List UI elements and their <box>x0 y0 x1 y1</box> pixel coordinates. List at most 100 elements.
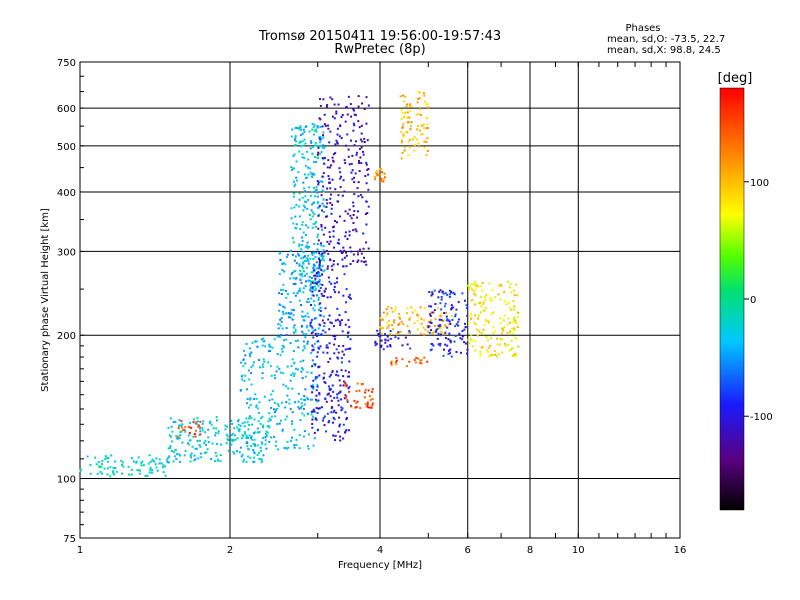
echo-point <box>206 448 209 451</box>
echo-point <box>317 399 320 402</box>
echo-point <box>344 369 347 372</box>
echo-point <box>256 407 259 410</box>
echo-point <box>508 321 511 324</box>
echo-point <box>347 155 350 158</box>
echo-point <box>416 328 419 331</box>
echo-point <box>320 254 323 257</box>
echo-point <box>320 259 323 262</box>
echo-point <box>334 152 337 155</box>
echo-point <box>349 262 352 265</box>
echo-point <box>253 456 256 459</box>
echo-point <box>257 420 260 423</box>
echo-point <box>425 103 428 106</box>
echo-point <box>363 260 366 263</box>
echo-point <box>290 169 293 172</box>
echo-point <box>374 344 377 347</box>
echo-point <box>479 353 482 356</box>
echo-point <box>178 437 181 440</box>
echo-point <box>311 226 314 229</box>
echo-point <box>312 161 315 164</box>
echo-point <box>319 125 322 128</box>
echo-point <box>322 136 325 139</box>
echo-point <box>256 345 259 348</box>
echo-point <box>314 144 317 147</box>
echo-point <box>298 407 301 410</box>
echo-point <box>301 315 304 318</box>
echo-point <box>463 341 466 344</box>
echo-point <box>431 332 434 335</box>
echo-point <box>345 105 348 108</box>
echo-point <box>343 273 346 276</box>
echo-point <box>345 301 348 304</box>
echo-point <box>98 465 101 468</box>
echo-point <box>337 404 340 407</box>
echo-point <box>198 439 201 442</box>
echo-point <box>281 428 284 431</box>
echo-point <box>406 324 409 327</box>
echo-point <box>431 291 434 294</box>
echo-point <box>324 226 327 229</box>
echo-point <box>314 342 317 345</box>
echo-point <box>397 332 400 335</box>
echo-point <box>324 124 327 127</box>
echo-point <box>160 462 163 465</box>
chart-subtitle: RwPretec (8p) <box>334 42 425 57</box>
echo-point <box>426 103 429 106</box>
echo-point <box>268 417 271 420</box>
echo-point <box>355 230 358 233</box>
echo-point <box>367 247 370 250</box>
echo-point <box>320 244 323 247</box>
echo-point <box>311 146 314 149</box>
echo-point <box>503 314 506 317</box>
echo-point <box>348 385 351 388</box>
echo-point <box>290 166 293 169</box>
echo-point <box>132 460 135 463</box>
echo-point <box>324 331 327 334</box>
echo-point <box>432 331 435 334</box>
echo-point <box>451 306 454 309</box>
echo-point <box>355 153 358 156</box>
echo-point <box>181 441 184 444</box>
echo-point <box>312 172 315 175</box>
echo-point <box>215 415 218 418</box>
echo-point <box>339 186 342 189</box>
echo-point <box>122 465 125 468</box>
echo-point <box>316 248 319 251</box>
echo-point <box>276 335 279 338</box>
echo-point <box>384 333 387 336</box>
echo-point <box>311 215 314 218</box>
echo-point <box>309 257 312 260</box>
echo-point <box>316 275 319 278</box>
echo-point <box>474 283 477 286</box>
echo-point <box>121 472 124 475</box>
echo-point <box>292 241 295 244</box>
echo-point <box>200 456 203 459</box>
echo-point <box>292 195 295 198</box>
stats-heading: Phases <box>625 23 660 34</box>
echo-point <box>420 114 423 117</box>
echo-point <box>297 406 300 409</box>
echo-point <box>291 358 294 361</box>
echo-point <box>311 422 314 425</box>
echo-point <box>316 144 319 147</box>
echo-point <box>141 460 144 463</box>
echo-point <box>420 322 423 325</box>
echo-point <box>440 312 443 315</box>
echo-point <box>350 171 353 174</box>
echo-point <box>317 207 320 210</box>
echo-point <box>301 412 304 415</box>
echo-point <box>231 432 234 435</box>
echo-point <box>371 388 374 391</box>
echo-point <box>292 180 295 183</box>
echo-point <box>334 335 337 338</box>
echo-point <box>455 323 458 326</box>
echo-point <box>299 360 302 363</box>
echo-point <box>428 305 431 308</box>
echo-point <box>319 118 322 121</box>
echo-point <box>337 200 340 203</box>
echo-point <box>198 443 201 446</box>
echo-point <box>282 305 285 308</box>
echo-point <box>308 186 311 189</box>
echo-point <box>304 388 307 391</box>
echo-point <box>318 407 321 410</box>
